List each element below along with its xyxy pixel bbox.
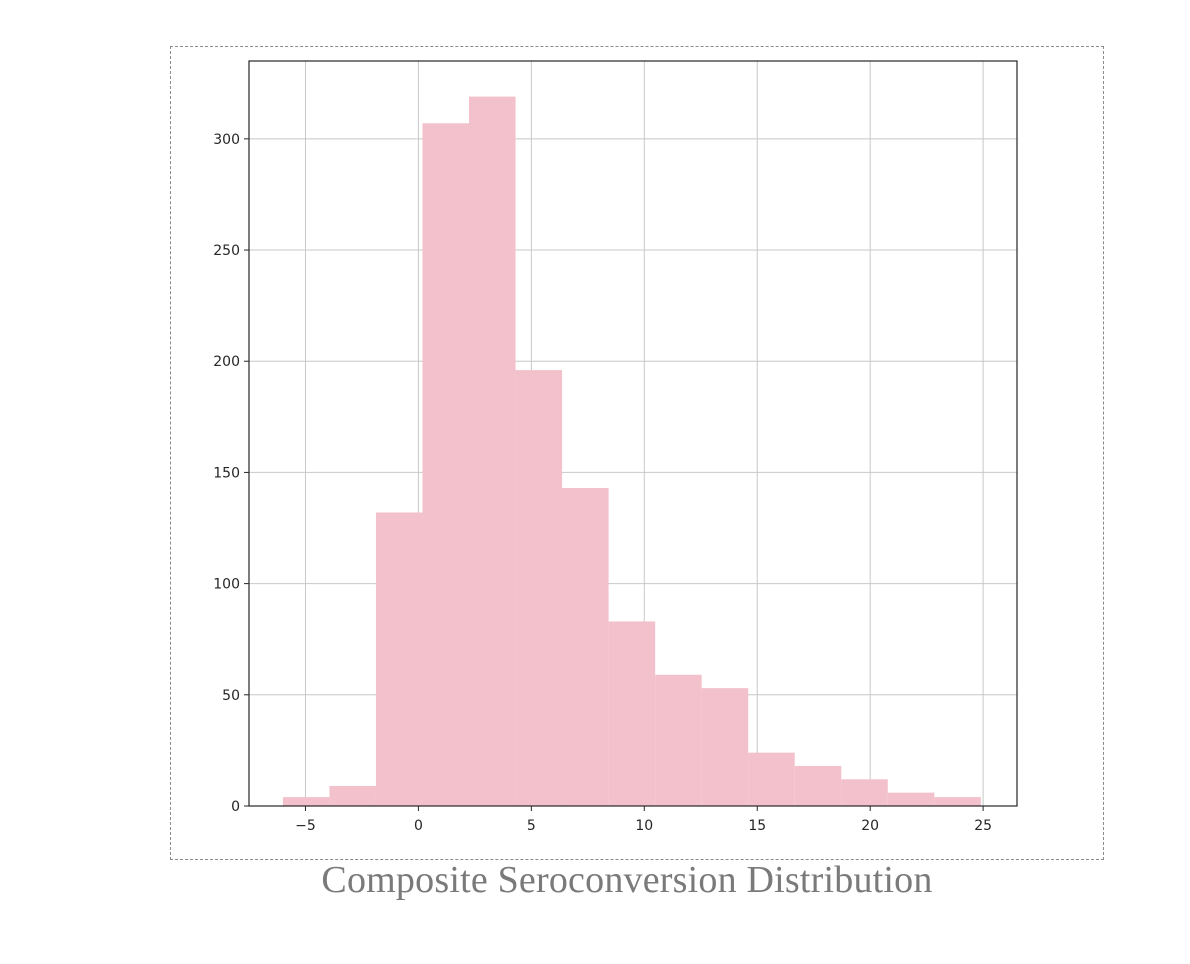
- histogram-bar: [934, 797, 981, 806]
- y-tick-label: 200: [213, 354, 240, 370]
- histogram-bar: [655, 674, 702, 806]
- histogram-bar: [608, 621, 656, 806]
- histogram-bar: [887, 792, 935, 806]
- y-tick-label: 50: [222, 688, 240, 704]
- histogram-bar: [282, 797, 330, 806]
- histogram-bar: [375, 512, 423, 806]
- y-tick-label: 150: [213, 465, 240, 481]
- bars: [282, 96, 981, 806]
- y-tick-label: 300: [213, 132, 240, 148]
- axes-frame: [248, 60, 1018, 807]
- x-tick-label: 20: [861, 818, 879, 834]
- histogram-bar: [841, 779, 888, 806]
- y-tick-label: 0: [231, 799, 240, 815]
- histogram-bar: [515, 370, 563, 806]
- x-tick-label: 5: [527, 818, 536, 834]
- y-tick-label: 100: [213, 577, 240, 593]
- x-tick-label: 25: [974, 818, 992, 834]
- histogram-bar: [748, 752, 795, 806]
- histogram-bar: [794, 765, 842, 806]
- histogram-bar: [469, 96, 516, 806]
- figure-frame: [170, 46, 1104, 860]
- histogram-bar: [422, 123, 470, 806]
- figure-caption: Composite Seroconversion Distribution: [321, 859, 933, 901]
- x-tick-label: 0: [414, 818, 423, 834]
- y-tick-label: 250: [213, 243, 240, 259]
- histogram-bar: [562, 487, 609, 806]
- x-tick-label: 15: [748, 818, 766, 834]
- histogram-bar: [329, 785, 376, 806]
- histogram-bar: [701, 688, 749, 806]
- x-tick-label: 10: [635, 818, 653, 834]
- x-tick-label: −5: [295, 818, 316, 834]
